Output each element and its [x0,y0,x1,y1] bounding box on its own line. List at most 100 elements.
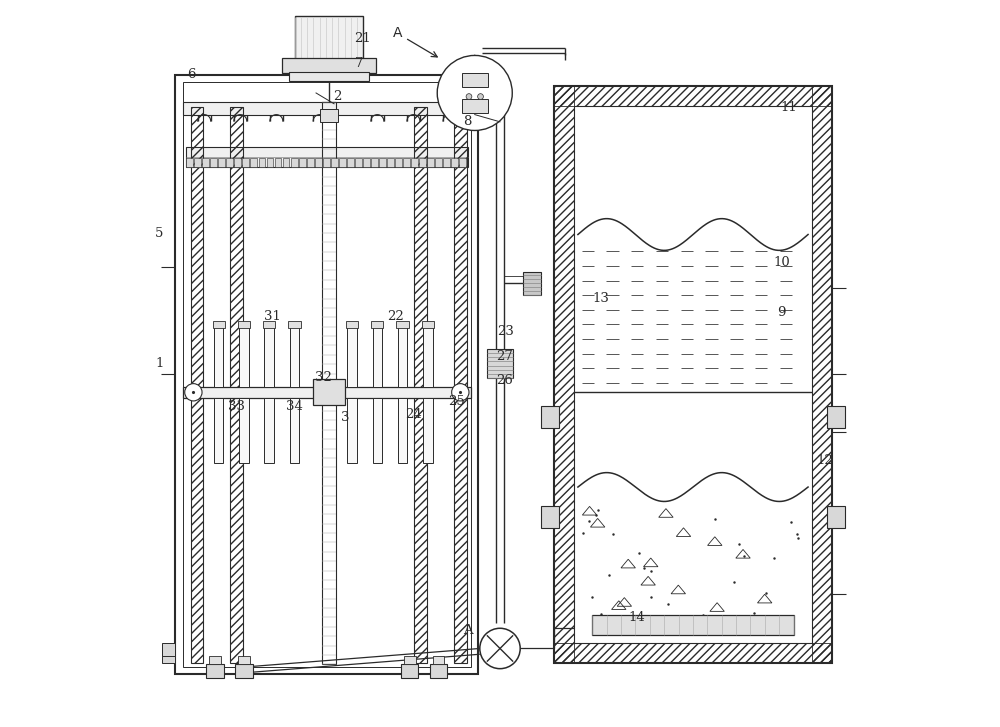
Text: 24: 24 [405,408,422,420]
Bar [183,102,471,115]
Bar [423,325,433,387]
Bar [299,158,306,167]
Text: 32: 32 [315,371,332,385]
Text: 2: 2 [333,90,342,103]
Bar [451,158,458,167]
Bar [191,108,203,663]
Bar [462,99,488,113]
Bar [403,158,410,167]
Bar [194,158,201,167]
Bar [175,75,478,674]
Bar [435,158,442,167]
Bar [812,86,832,663]
Bar [827,406,845,427]
Bar [355,158,362,167]
Bar [401,664,418,678]
Bar [264,325,274,387]
Bar [398,398,407,463]
Bar [290,398,299,463]
Text: 10: 10 [773,256,790,269]
Bar [239,325,249,387]
Bar [411,158,418,167]
Bar [214,325,223,387]
Bar [347,158,354,167]
Bar [275,158,281,167]
Bar [320,109,338,122]
Bar [430,664,447,678]
Circle shape [452,384,469,401]
Text: 26: 26 [497,374,513,387]
Text: 6: 6 [187,68,195,81]
Text: 22: 22 [387,310,404,323]
Bar [554,643,832,663]
Bar [398,325,407,387]
Bar [206,664,224,678]
Text: 23: 23 [497,324,514,337]
Text: 7: 7 [355,57,364,70]
Bar [239,398,249,463]
Text: A: A [393,26,437,57]
Bar [363,158,370,167]
Text: A: A [463,624,472,637]
Bar [234,158,241,167]
Bar [295,16,363,66]
Bar [346,321,358,328]
Bar [371,321,383,328]
Text: 1: 1 [155,357,164,370]
Circle shape [437,55,512,130]
Bar [423,398,433,463]
Bar [541,506,559,528]
Bar [186,147,468,167]
Bar [422,321,434,328]
Text: 21: 21 [355,32,371,45]
Text: 9: 9 [777,307,786,319]
Text: 34: 34 [286,401,303,413]
Bar [323,158,330,167]
Text: 5: 5 [155,227,164,240]
Bar [554,86,832,106]
Text: 33: 33 [228,401,245,413]
Bar [443,158,450,167]
Bar [404,656,416,664]
Bar [250,158,257,167]
Bar [218,158,225,167]
Bar [210,158,217,167]
Bar [523,271,541,294]
Text: 25: 25 [448,395,465,409]
Bar [373,325,382,387]
Bar [315,158,322,167]
Text: 8: 8 [463,116,472,129]
Circle shape [480,628,520,669]
Bar [242,158,249,167]
Bar [371,158,378,167]
Bar [427,158,434,167]
Text: 27: 27 [497,350,513,363]
Bar [462,73,488,87]
Bar [373,398,382,463]
Bar [183,387,471,398]
Bar [202,158,209,167]
Text: 31: 31 [264,310,281,323]
Bar [541,406,559,427]
Bar [433,656,444,664]
Circle shape [466,94,472,100]
Bar [387,158,394,167]
Bar [331,158,338,167]
Bar [592,615,794,635]
Bar [183,82,471,667]
Bar [396,321,409,328]
Bar [238,321,250,328]
Text: 14: 14 [629,611,645,624]
Bar [313,379,345,405]
Bar [162,650,175,663]
Bar [395,158,402,167]
Bar [267,158,273,167]
Bar [238,656,250,664]
Circle shape [478,94,483,100]
Text: 13: 13 [593,292,609,305]
Bar [459,158,466,167]
Bar [282,57,376,73]
Bar [419,158,426,167]
Bar [574,106,812,643]
Bar [291,158,298,167]
